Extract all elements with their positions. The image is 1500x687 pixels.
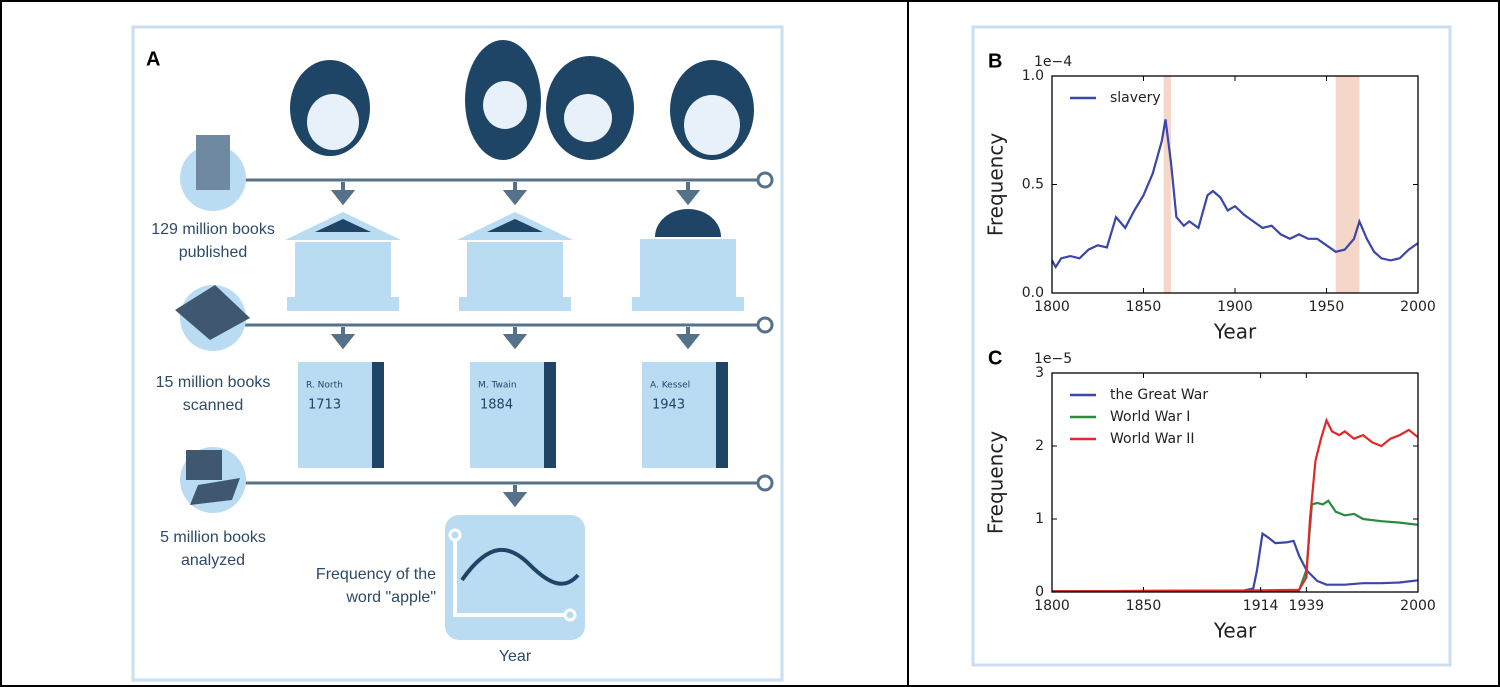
step-text: 129 million books xyxy=(151,221,275,238)
panel-label: B xyxy=(988,50,1002,72)
y-tick-label: 0.5 xyxy=(1022,177,1044,193)
caption-xlabel: Year xyxy=(499,648,532,665)
offset-label: 1e−4 xyxy=(1034,54,1072,70)
y-axis-label: Frequency xyxy=(984,431,1008,534)
plot-frame xyxy=(1052,373,1418,592)
legend-label: slavery xyxy=(1110,90,1161,106)
panel-label: A xyxy=(146,48,160,70)
x-tick-label: 1914 xyxy=(1243,598,1279,614)
x-tick-label: 1850 xyxy=(1126,299,1162,315)
x-axis-label: Year xyxy=(1213,320,1257,344)
series-line xyxy=(1052,534,1418,592)
y-tick-label: 2 xyxy=(1035,438,1044,454)
x-tick-label: 1939 xyxy=(1289,598,1325,614)
step-text: analyzed xyxy=(181,552,245,569)
book-author: M. Twain xyxy=(478,381,517,391)
x-tick-label: 1800 xyxy=(1034,598,1070,614)
caption: Frequency of the xyxy=(316,566,436,583)
offset-label: 1e−5 xyxy=(1034,351,1072,367)
y-tick-label: 1.0 xyxy=(1022,68,1044,84)
series-line xyxy=(1052,119,1418,267)
y-tick-label: 3 xyxy=(1035,365,1044,381)
series-line xyxy=(1052,501,1418,592)
legend-label: the Great War xyxy=(1110,387,1208,403)
mini-chart xyxy=(445,515,585,640)
book-year: 1713 xyxy=(308,398,341,413)
plot-frame xyxy=(1052,76,1418,293)
book-author: R. North xyxy=(306,381,343,391)
x-tick-label: 2000 xyxy=(1400,299,1436,315)
step-text: published xyxy=(179,244,248,261)
y-axis-label: Frequency xyxy=(984,133,1008,236)
y-tick-label: 1 xyxy=(1035,511,1044,527)
step-text: scanned xyxy=(183,397,244,414)
step-text: 15 million books xyxy=(156,374,271,391)
figure: A xyxy=(0,0,1500,687)
caption: word "apple" xyxy=(345,589,436,606)
libraries xyxy=(285,209,744,311)
highlight-span xyxy=(1164,76,1171,293)
x-axis-label: Year xyxy=(1213,619,1257,643)
legend-label: World War I xyxy=(1110,409,1190,425)
x-tick-label: 1850 xyxy=(1126,598,1162,614)
x-tick-label: 2000 xyxy=(1400,598,1436,614)
faces xyxy=(290,40,754,160)
books xyxy=(298,362,728,468)
legend-label: World War II xyxy=(1110,431,1195,447)
book-year: 1884 xyxy=(480,398,513,413)
book-author: A. Kessel xyxy=(650,381,690,391)
panel-a: A xyxy=(146,40,772,665)
y-tick-label: 0 xyxy=(1035,584,1044,600)
series-line xyxy=(1052,420,1418,591)
x-tick-label: 1800 xyxy=(1034,299,1070,315)
y-tick-label: 0.0 xyxy=(1022,285,1044,301)
panel-bc-frame xyxy=(973,27,1450,665)
step-text: 5 million books xyxy=(160,529,266,546)
highlight-span xyxy=(1336,76,1360,293)
panel-label: C xyxy=(988,347,1002,369)
x-tick-label: 1900 xyxy=(1217,299,1253,315)
x-tick-label: 1950 xyxy=(1309,299,1345,315)
book-year: 1943 xyxy=(652,398,685,413)
